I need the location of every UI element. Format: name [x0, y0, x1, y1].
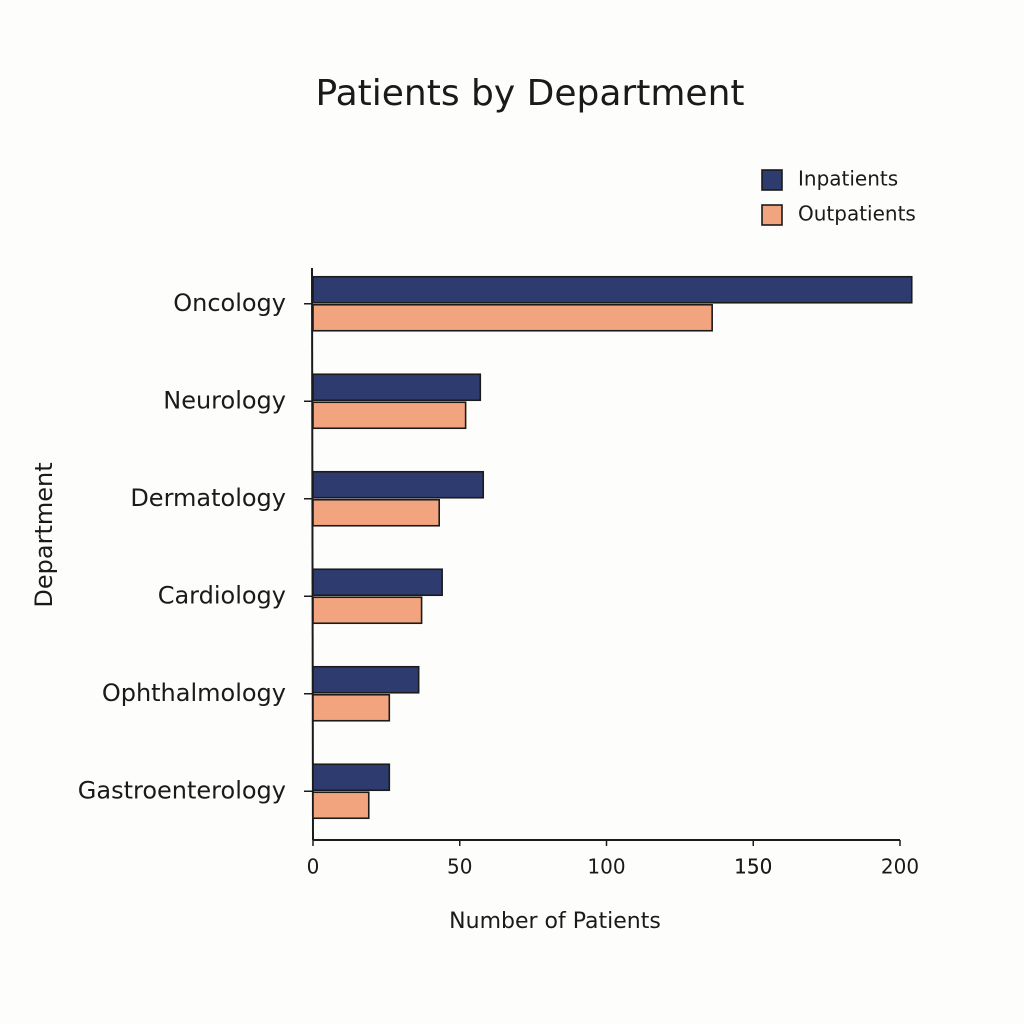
bar: [312, 401, 467, 430]
bar: [312, 470, 485, 499]
y-tick-label: Gastroenterology: [78, 776, 286, 804]
y-axis-label: Department: [30, 462, 58, 607]
x-axis-label: Number of Patients: [449, 909, 661, 934]
y-tick-label: Oncology: [173, 289, 286, 317]
x-tick-label: 150: [734, 855, 772, 879]
bar: [312, 498, 441, 527]
chart-title: Patients by Department: [316, 73, 745, 114]
bar: [312, 665, 420, 694]
y-axis: [311, 267, 314, 841]
bar: [312, 303, 713, 332]
x-tick-label: 200: [881, 855, 919, 879]
bar: [312, 373, 482, 402]
bar: [312, 693, 391, 722]
x-tick-label: 150: [734, 855, 772, 879]
bar: [312, 568, 443, 597]
bar: [312, 791, 370, 820]
y-tick-label: Ophthalmology: [102, 679, 286, 707]
y-tick-label: Dermatology: [130, 484, 286, 512]
legend-label: Outpatients: [798, 202, 916, 226]
bar: [312, 596, 423, 625]
y-tick-label: Neurology: [163, 386, 286, 414]
bar: [312, 275, 913, 304]
legend-swatch: [761, 204, 783, 226]
x-tick-label: 50: [447, 855, 472, 879]
x-tick-label: 100: [587, 855, 625, 879]
legend-label: Inpatients: [798, 167, 898, 191]
legend-swatch: [761, 169, 783, 191]
x-tick-label: 0: [307, 855, 320, 879]
bar: [312, 763, 391, 792]
y-tick-label: Cardiology: [158, 581, 286, 609]
